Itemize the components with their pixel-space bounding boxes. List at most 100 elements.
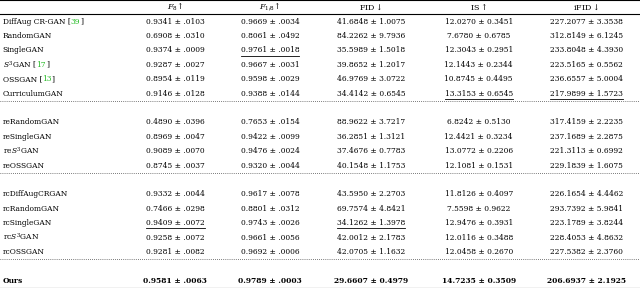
Text: rcRandomGAN: rcRandomGAN <box>3 205 60 213</box>
Text: 0.6908 ± .0310: 0.6908 ± .0310 <box>146 32 205 40</box>
Text: 0.9320 ± .0044: 0.9320 ± .0044 <box>241 162 300 170</box>
Text: 223.1789 ± 3.8244: 223.1789 ± 3.8244 <box>550 219 623 227</box>
Text: 40.1548 ± 1.1753: 40.1548 ± 1.1753 <box>337 162 405 170</box>
Text: 0.9422 ± .0099: 0.9422 ± .0099 <box>241 133 300 141</box>
Text: 0.9761 ± .0018: 0.9761 ± .0018 <box>241 46 300 54</box>
Text: 12.0270 ± 0.3451: 12.0270 ± 0.3451 <box>445 18 513 26</box>
Text: 0.9409 ± .0072: 0.9409 ± .0072 <box>146 219 205 227</box>
Text: $S^3$GAN [: $S^3$GAN [ <box>3 59 36 71</box>
Text: 0.8969 ± .0047: 0.8969 ± .0047 <box>146 133 205 141</box>
Text: 0.9332 ± .0044: 0.9332 ± .0044 <box>146 190 205 198</box>
Text: 46.9769 ± 3.0722: 46.9769 ± 3.0722 <box>337 75 405 83</box>
Text: 221.3113 ± 0.6992: 221.3113 ± 0.6992 <box>550 147 623 155</box>
Text: 36.2851 ± 1.3121: 36.2851 ± 1.3121 <box>337 133 405 141</box>
Text: $F_8\!\uparrow$: $F_8\!\uparrow$ <box>167 2 184 13</box>
Text: 293.7392 ± 5.9841: 293.7392 ± 5.9841 <box>550 205 623 213</box>
Text: rcOSSGAN: rcOSSGAN <box>3 248 45 256</box>
Text: 0.9617 ± .0078: 0.9617 ± .0078 <box>241 190 300 198</box>
Text: 12.4421 ± 0.3234: 12.4421 ± 0.3234 <box>444 133 513 141</box>
Text: 229.1839 ± 1.6075: 229.1839 ± 1.6075 <box>550 162 623 170</box>
Text: 12.1081 ± 0.1531: 12.1081 ± 0.1531 <box>445 162 513 170</box>
Text: 0.9661 ± .0056: 0.9661 ± .0056 <box>241 234 300 242</box>
Text: 0.8745 ± .0037: 0.8745 ± .0037 <box>146 162 205 170</box>
Text: 0.9743 ± .0026: 0.9743 ± .0026 <box>241 219 300 227</box>
Text: $F_{1/8}\!\uparrow$: $F_{1/8}\!\uparrow$ <box>259 1 281 13</box>
Text: 0.9476 ± .0024: 0.9476 ± .0024 <box>241 147 300 155</box>
Text: ]: ] <box>80 18 83 26</box>
Text: rcSingleGAN: rcSingleGAN <box>3 219 52 227</box>
Text: 39: 39 <box>70 18 80 26</box>
Text: 35.5989 ± 1.5018: 35.5989 ± 1.5018 <box>337 46 405 54</box>
Text: rcDiffAugCRGAN: rcDiffAugCRGAN <box>3 190 68 198</box>
Text: 13.0772 ± 0.2206: 13.0772 ± 0.2206 <box>445 147 513 155</box>
Text: FID$\downarrow$: FID$\downarrow$ <box>360 3 383 12</box>
Text: 69.7574 ± 4.8421: 69.7574 ± 4.8421 <box>337 205 406 213</box>
Text: 10.8745 ± 0.4495: 10.8745 ± 0.4495 <box>444 75 513 83</box>
Text: re$S^3$GAN: re$S^3$GAN <box>3 145 40 157</box>
Text: 0.9789 ± .0003: 0.9789 ± .0003 <box>238 277 302 285</box>
Text: 88.9622 ± 3.7217: 88.9622 ± 3.7217 <box>337 118 405 126</box>
Text: IS$\uparrow$: IS$\uparrow$ <box>470 2 487 12</box>
Text: 0.9341 ± .0103: 0.9341 ± .0103 <box>146 18 205 26</box>
Text: 227.5382 ± 2.3760: 227.5382 ± 2.3760 <box>550 248 623 256</box>
Text: 12.1443 ± 0.2344: 12.1443 ± 0.2344 <box>444 61 513 69</box>
Text: 0.8954 ± .0119: 0.8954 ± .0119 <box>146 75 205 83</box>
Text: 0.9598 ± .0029: 0.9598 ± .0029 <box>241 75 300 83</box>
Text: 13: 13 <box>42 75 52 83</box>
Text: Ours: Ours <box>3 277 23 285</box>
Text: 12.0458 ± 0.2670: 12.0458 ± 0.2670 <box>445 248 513 256</box>
Text: 42.0012 ± 2.1783: 42.0012 ± 2.1783 <box>337 234 405 242</box>
Text: RandomGAN: RandomGAN <box>3 32 52 40</box>
Text: 0.7466 ± .0298: 0.7466 ± .0298 <box>146 205 205 213</box>
Text: 43.5950 ± 2.2703: 43.5950 ± 2.2703 <box>337 190 405 198</box>
Text: 0.9287 ± .0027: 0.9287 ± .0027 <box>146 61 205 69</box>
Text: 0.9667 ± .0031: 0.9667 ± .0031 <box>241 61 300 69</box>
Text: rc$S^3$GAN: rc$S^3$GAN <box>3 232 39 243</box>
Text: 312.8149 ± 6.1245: 312.8149 ± 6.1245 <box>550 32 623 40</box>
Text: 223.5165 ± 0.5562: 223.5165 ± 0.5562 <box>550 61 623 69</box>
Text: 42.0705 ± 1.1632: 42.0705 ± 1.1632 <box>337 248 405 256</box>
Text: 0.8801 ± .0312: 0.8801 ± .0312 <box>241 205 300 213</box>
Text: 17: 17 <box>36 61 46 69</box>
Text: iFID$\downarrow$: iFID$\downarrow$ <box>573 3 599 12</box>
Text: 0.9374 ± .0009: 0.9374 ± .0009 <box>146 46 205 54</box>
Text: 12.0116 ± 0.3488: 12.0116 ± 0.3488 <box>445 234 513 242</box>
Text: 0.9258 ± .0072: 0.9258 ± .0072 <box>146 234 205 242</box>
Text: 226.1654 ± 4.4462: 226.1654 ± 4.4462 <box>550 190 623 198</box>
Text: 206.6937 ± 2.1925: 206.6937 ± 2.1925 <box>547 277 626 285</box>
Text: 37.4676 ± 0.7783: 37.4676 ± 0.7783 <box>337 147 405 155</box>
Text: SingleGAN: SingleGAN <box>3 46 44 54</box>
Text: 0.9281 ± .0082: 0.9281 ± .0082 <box>146 248 205 256</box>
Text: 7.5598 ± 0.9622: 7.5598 ± 0.9622 <box>447 205 511 213</box>
Text: 34.1262 ± 1.3978: 34.1262 ± 1.3978 <box>337 219 405 227</box>
Text: ]: ] <box>52 75 54 83</box>
Text: reRandomGAN: reRandomGAN <box>3 118 60 126</box>
Text: 228.4053 ± 4.8632: 228.4053 ± 4.8632 <box>550 234 623 242</box>
Text: 84.2262 ± 9.7936: 84.2262 ± 9.7936 <box>337 32 405 40</box>
Text: 317.4159 ± 2.2235: 317.4159 ± 2.2235 <box>550 118 623 126</box>
Text: 227.2077 ± 3.3538: 227.2077 ± 3.3538 <box>550 18 623 26</box>
Text: 0.9089 ± .0070: 0.9089 ± .0070 <box>146 147 205 155</box>
Text: 7.6780 ± 0.6785: 7.6780 ± 0.6785 <box>447 32 511 40</box>
Text: 29.6607 ± 0.4979: 29.6607 ± 0.4979 <box>334 277 408 285</box>
Text: 13.3153 ± 0.6545: 13.3153 ± 0.6545 <box>445 90 513 98</box>
Text: CurriculumGAN: CurriculumGAN <box>3 90 63 98</box>
Text: 12.9476 ± 0.3931: 12.9476 ± 0.3931 <box>445 219 513 227</box>
Text: 34.4142 ± 0.6545: 34.4142 ± 0.6545 <box>337 90 406 98</box>
Text: 237.1689 ± 2.2875: 237.1689 ± 2.2875 <box>550 133 623 141</box>
Text: reSingleGAN: reSingleGAN <box>3 133 52 141</box>
Text: 0.4890 ± .0396: 0.4890 ± .0396 <box>146 118 205 126</box>
Text: 11.8126 ± 0.4097: 11.8126 ± 0.4097 <box>445 190 513 198</box>
Text: 14.7235 ± 0.3509: 14.7235 ± 0.3509 <box>442 277 516 285</box>
Text: 0.9692 ± .0006: 0.9692 ± .0006 <box>241 248 300 256</box>
Text: 217.9899 ± 1.5723: 217.9899 ± 1.5723 <box>550 90 623 98</box>
Text: 0.8061 ± .0492: 0.8061 ± .0492 <box>241 32 300 40</box>
Text: 39.8652 ± 1.2017: 39.8652 ± 1.2017 <box>337 61 405 69</box>
Text: 0.7653 ± .0154: 0.7653 ± .0154 <box>241 118 300 126</box>
Text: DiffAug CR-GAN [: DiffAug CR-GAN [ <box>3 18 70 26</box>
Text: 0.9669 ± .0034: 0.9669 ± .0034 <box>241 18 300 26</box>
Text: 236.6557 ± 5.0004: 236.6557 ± 5.0004 <box>550 75 623 83</box>
Text: 41.6848 ± 1.0075: 41.6848 ± 1.0075 <box>337 18 405 26</box>
Text: 6.8242 ± 0.5130: 6.8242 ± 0.5130 <box>447 118 511 126</box>
Text: 12.3043 ± 0.2951: 12.3043 ± 0.2951 <box>445 46 513 54</box>
